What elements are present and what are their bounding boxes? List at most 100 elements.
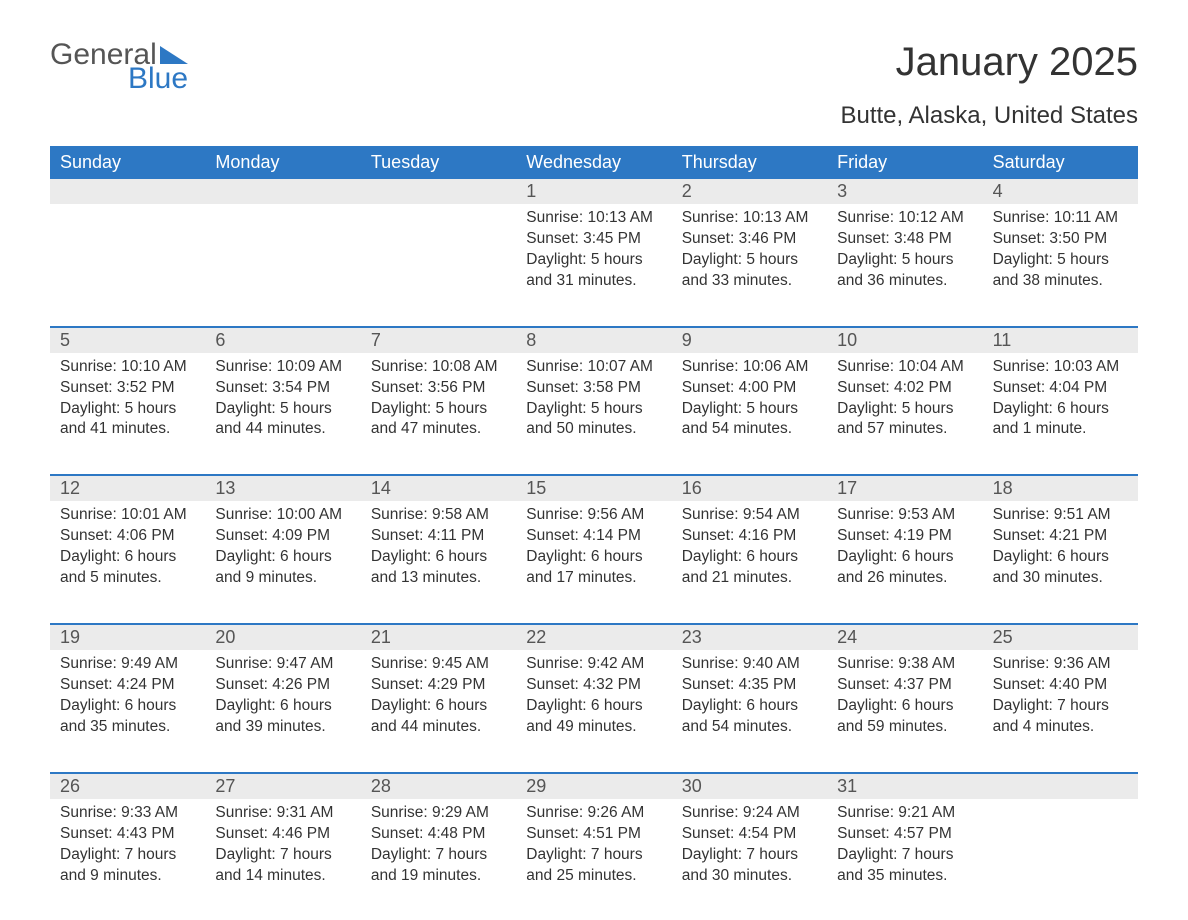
day-number: 27 — [205, 774, 360, 799]
day-number: 20 — [205, 625, 360, 650]
day-line: Daylight: 6 hours — [682, 696, 817, 717]
day-line: and 26 minutes. — [837, 568, 972, 589]
day-line: Daylight: 6 hours — [371, 696, 506, 717]
day-line: Sunset: 3:58 PM — [526, 378, 661, 399]
weekday-header: Wednesday — [516, 146, 671, 179]
weekday-header-row: SundayMondayTuesdayWednesdayThursdayFrid… — [50, 146, 1138, 179]
day-line: Daylight: 5 hours — [371, 399, 506, 420]
day-line: Sunset: 4:02 PM — [837, 378, 972, 399]
calendar-week: 262728293031Sunrise: 9:33 AMSunset: 4:43… — [50, 772, 1138, 920]
day-line: Daylight: 6 hours — [993, 547, 1128, 568]
day-number: 23 — [672, 625, 827, 650]
day-content: Sunrise: 9:33 AMSunset: 4:43 PMDaylight:… — [50, 799, 205, 920]
day-content: Sunrise: 9:29 AMSunset: 4:48 PMDaylight:… — [361, 799, 516, 920]
day-line: Daylight: 7 hours — [371, 845, 506, 866]
day-line: Sunset: 4:16 PM — [682, 526, 817, 547]
day-content — [205, 204, 360, 326]
day-line: Daylight: 6 hours — [215, 696, 350, 717]
daycontent-row: Sunrise: 9:33 AMSunset: 4:43 PMDaylight:… — [50, 799, 1138, 920]
day-line: Daylight: 7 hours — [60, 845, 195, 866]
day-content: Sunrise: 10:12 AMSunset: 3:48 PMDaylight… — [827, 204, 982, 326]
day-line: Sunset: 3:54 PM — [215, 378, 350, 399]
calendar-week: 567891011Sunrise: 10:10 AMSunset: 3:52 P… — [50, 326, 1138, 475]
day-line: Sunset: 4:06 PM — [60, 526, 195, 547]
day-line: Sunrise: 9:36 AM — [993, 654, 1128, 675]
day-line: Sunrise: 9:53 AM — [837, 505, 972, 526]
day-line: and 33 minutes. — [682, 271, 817, 292]
day-line: and 59 minutes. — [837, 717, 972, 738]
day-content: Sunrise: 9:24 AMSunset: 4:54 PMDaylight:… — [672, 799, 827, 920]
day-content: Sunrise: 9:47 AMSunset: 4:26 PMDaylight:… — [205, 650, 360, 772]
day-content: Sunrise: 9:58 AMSunset: 4:11 PMDaylight:… — [361, 501, 516, 623]
day-line: Sunrise: 10:10 AM — [60, 357, 195, 378]
weekday-header: Sunday — [50, 146, 205, 179]
day-line: Sunset: 4:32 PM — [526, 675, 661, 696]
day-line: Sunrise: 9:51 AM — [993, 505, 1128, 526]
day-line: Daylight: 7 hours — [526, 845, 661, 866]
day-line: Daylight: 5 hours — [526, 250, 661, 271]
daynum-row: 1234 — [50, 179, 1138, 204]
day-line: Sunrise: 10:01 AM — [60, 505, 195, 526]
day-line: Sunset: 4:48 PM — [371, 824, 506, 845]
day-content: Sunrise: 10:06 AMSunset: 4:00 PMDaylight… — [672, 353, 827, 475]
day-line: and 35 minutes. — [837, 866, 972, 887]
day-number — [50, 179, 205, 204]
day-line: Sunset: 3:50 PM — [993, 229, 1128, 250]
day-number: 15 — [516, 476, 671, 501]
day-number: 6 — [205, 328, 360, 353]
day-line: and 36 minutes. — [837, 271, 972, 292]
day-line: Daylight: 7 hours — [682, 845, 817, 866]
day-line: Sunrise: 9:33 AM — [60, 803, 195, 824]
day-number — [361, 179, 516, 204]
weekday-header: Monday — [205, 146, 360, 179]
day-content: Sunrise: 9:31 AMSunset: 4:46 PMDaylight:… — [205, 799, 360, 920]
daynum-row: 567891011 — [50, 328, 1138, 353]
day-line: Sunrise: 10:06 AM — [682, 357, 817, 378]
day-number: 29 — [516, 774, 671, 799]
day-line: Daylight: 6 hours — [837, 547, 972, 568]
weekday-header: Saturday — [983, 146, 1138, 179]
day-line: Daylight: 6 hours — [682, 547, 817, 568]
day-content: Sunrise: 10:13 AMSunset: 3:45 PMDaylight… — [516, 204, 671, 326]
daynum-row: 262728293031 — [50, 774, 1138, 799]
day-line: and 17 minutes. — [526, 568, 661, 589]
day-line: Sunrise: 9:21 AM — [837, 803, 972, 824]
day-line: and 35 minutes. — [60, 717, 195, 738]
day-line: Sunrise: 9:29 AM — [371, 803, 506, 824]
day-line: and 44 minutes. — [371, 717, 506, 738]
day-line: Daylight: 5 hours — [215, 399, 350, 420]
day-content: Sunrise: 9:36 AMSunset: 4:40 PMDaylight:… — [983, 650, 1138, 772]
day-line: Sunset: 4:09 PM — [215, 526, 350, 547]
day-content: Sunrise: 10:03 AMSunset: 4:04 PMDaylight… — [983, 353, 1138, 475]
day-number: 5 — [50, 328, 205, 353]
day-line: and 50 minutes. — [526, 419, 661, 440]
day-content: Sunrise: 9:38 AMSunset: 4:37 PMDaylight:… — [827, 650, 982, 772]
day-content: Sunrise: 10:07 AMSunset: 3:58 PMDaylight… — [516, 353, 671, 475]
day-line: Sunrise: 10:13 AM — [526, 208, 661, 229]
day-line: and 57 minutes. — [837, 419, 972, 440]
day-line: Sunset: 3:46 PM — [682, 229, 817, 250]
day-number: 17 — [827, 476, 982, 501]
day-line: Daylight: 5 hours — [837, 399, 972, 420]
daynum-row: 19202122232425 — [50, 625, 1138, 650]
day-line: Sunrise: 10:08 AM — [371, 357, 506, 378]
day-line: Sunset: 4:04 PM — [993, 378, 1128, 399]
weekday-header: Friday — [827, 146, 982, 179]
day-number: 13 — [205, 476, 360, 501]
day-number: 22 — [516, 625, 671, 650]
day-line: Sunset: 4:26 PM — [215, 675, 350, 696]
day-number: 19 — [50, 625, 205, 650]
day-line: Sunrise: 9:38 AM — [837, 654, 972, 675]
day-content: Sunrise: 9:51 AMSunset: 4:21 PMDaylight:… — [983, 501, 1138, 623]
day-line: and 54 minutes. — [682, 717, 817, 738]
day-line: Sunrise: 9:56 AM — [526, 505, 661, 526]
day-line: Sunrise: 9:49 AM — [60, 654, 195, 675]
day-line: Sunset: 4:37 PM — [837, 675, 972, 696]
daycontent-row: Sunrise: 9:49 AMSunset: 4:24 PMDaylight:… — [50, 650, 1138, 772]
day-line: and 41 minutes. — [60, 419, 195, 440]
daycontent-row: Sunrise: 10:13 AMSunset: 3:45 PMDaylight… — [50, 204, 1138, 326]
day-content — [50, 204, 205, 326]
day-content: Sunrise: 10:11 AMSunset: 3:50 PMDaylight… — [983, 204, 1138, 326]
day-number: 24 — [827, 625, 982, 650]
day-line: Sunrise: 9:54 AM — [682, 505, 817, 526]
